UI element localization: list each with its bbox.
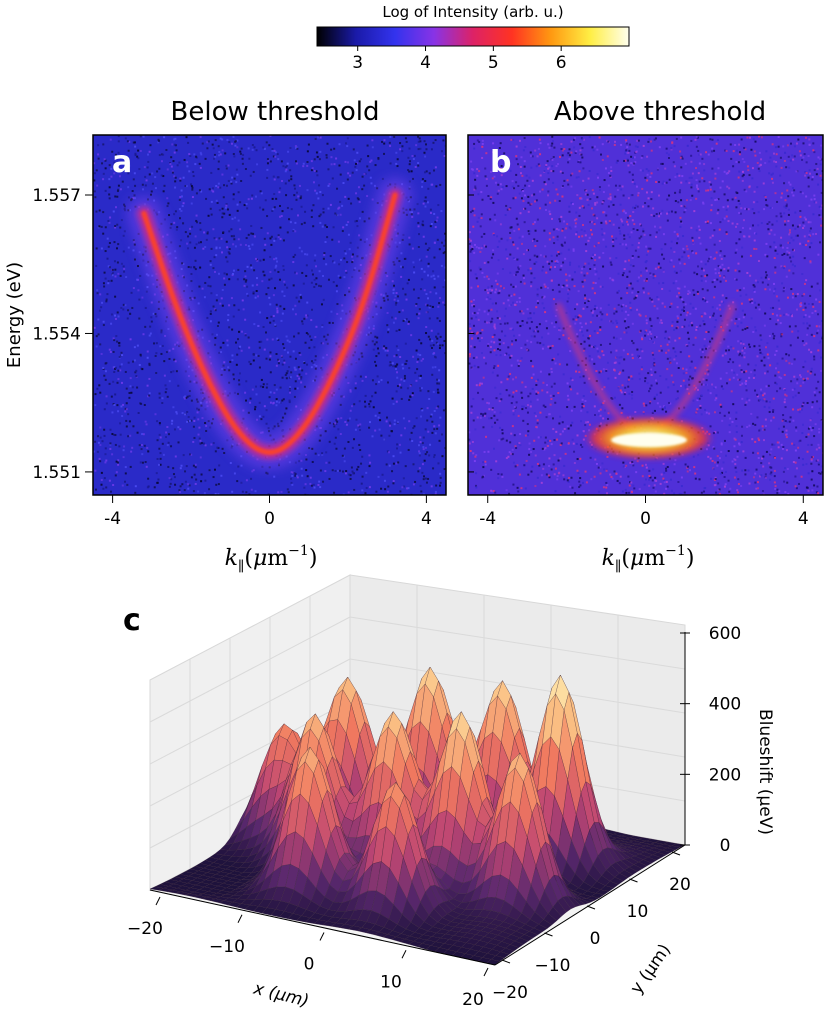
y-tick-label: −20	[492, 983, 528, 1003]
y-tick	[629, 878, 638, 883]
y-axis-line	[494, 844, 686, 966]
k-axis-label-b: k∥(μm−1)	[602, 543, 695, 575]
panel-b-title: Above threshold	[554, 97, 766, 127]
x-tick-label: 10	[380, 972, 402, 992]
x-tick-label-b: -4	[479, 509, 496, 529]
panel-a-title: Below threshold	[171, 97, 380, 127]
colorbar-tick-label: 4	[420, 53, 431, 73]
colorbar: Log of Intensity (arb. u.) 3 4 5 6	[316, 3, 630, 73]
y-tick	[544, 932, 553, 937]
x-tick	[319, 932, 325, 941]
x-tick-label-b: 0	[640, 509, 651, 529]
condensate-core	[611, 433, 687, 447]
x-tick-label-b: 4	[798, 509, 809, 529]
dispersion-core	[141, 192, 398, 455]
x-tick	[483, 967, 489, 977]
x-tick-label-a: -4	[104, 509, 121, 529]
y-tick-label-a: 1.551	[32, 463, 81, 483]
k-axis-label-a: k∥(μm−1)	[225, 543, 318, 575]
x-tick	[155, 896, 161, 906]
x-tick-label: −20	[127, 919, 163, 939]
panel-b-letter: b	[490, 145, 511, 180]
z-tick-label: 600	[709, 624, 741, 644]
z-axis-label: Blueshift (μeV)	[755, 709, 775, 835]
panel-a-letter: a	[112, 145, 132, 180]
z-tick-label: 200	[709, 765, 741, 785]
panel-c: c 600 400 200 0 −20 −10 0 10 20 20 10 0 −10 −20 Blues…	[123, 574, 775, 1012]
x-tick-label: −10	[209, 937, 245, 957]
x-tick-label: 20	[462, 990, 484, 1010]
y-tick	[501, 959, 511, 964]
y-tick	[671, 851, 681, 856]
x-tick-label: 0	[304, 955, 315, 975]
x-axis-label: x (μm)	[251, 978, 311, 1011]
x-axis-line	[149, 889, 496, 966]
y-tick-label-a: 1.554	[32, 324, 81, 344]
z-tick-label: 0	[720, 836, 731, 856]
energy-axis-label: Energy (eV)	[4, 262, 25, 368]
y-tick-label-a: 1.557	[32, 186, 81, 206]
y-tick-label: 10	[627, 902, 649, 922]
colorbar-scale	[316, 26, 630, 47]
svg-text:k∥(μm−1): k∥(μm−1)	[225, 543, 318, 575]
x-tick	[401, 950, 407, 959]
y-tick-label: 20	[669, 875, 691, 895]
colorbar-tick-label: 5	[488, 53, 499, 73]
colorbar-tick-label: 3	[352, 53, 363, 73]
y-tick-label: 0	[590, 929, 601, 949]
colorbar-tick-label: 6	[556, 53, 567, 73]
z-tick-label: 400	[709, 695, 741, 715]
y-tick-label: −10	[535, 956, 571, 976]
colorbar-title: Log of Intensity (arb. u.)	[382, 3, 563, 21]
y-axis-label: y (μm)	[627, 940, 676, 997]
x-tick	[237, 914, 243, 923]
x-tick-label-a: 4	[421, 509, 432, 529]
y-tick	[586, 905, 596, 910]
panel-c-letter: c	[123, 603, 141, 638]
x-tick-label-a: 0	[264, 509, 275, 529]
panel-b: Above threshold b -4 0 4 k∥(μm−1)	[467, 97, 824, 575]
panel-a: Below threshold a -4 0 4 1.551 1.554 1.557 En…	[4, 97, 447, 575]
